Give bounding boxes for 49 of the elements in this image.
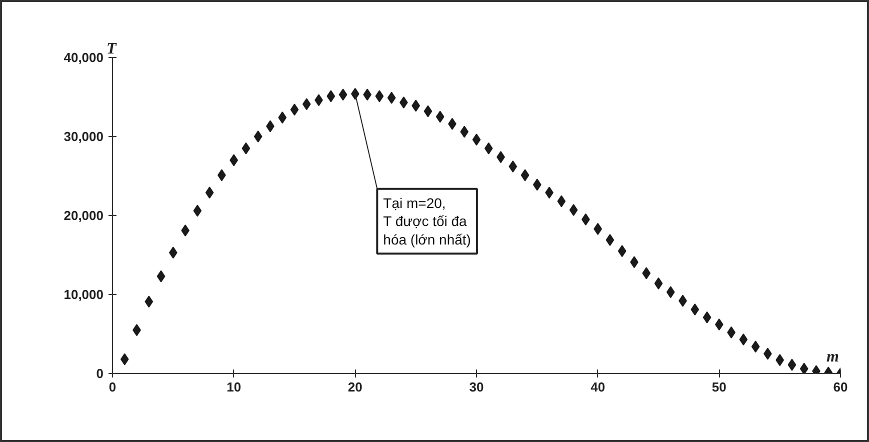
x-tick-label: 40 [590,380,606,394]
point [642,267,651,280]
x-tick-label: 0 [108,380,116,394]
point [460,126,469,138]
point [193,204,202,217]
point [484,142,493,154]
point [242,142,250,154]
point [375,90,384,102]
point [302,98,311,110]
point [144,296,154,308]
point [290,104,299,116]
point [254,130,262,142]
point [205,186,214,199]
point [278,112,287,124]
point [436,110,444,123]
y-tick-label: 20,000 [64,208,104,223]
point [557,195,566,208]
point [739,334,748,346]
x-axis-title: m [826,348,839,366]
point [788,358,796,371]
y-tick-label: 30,000 [64,129,104,144]
y-tick-label: 0 [96,366,104,381]
x-tick-label: 50 [712,380,726,394]
point [569,204,578,216]
point [618,245,626,258]
point [424,105,432,118]
point [800,362,808,374]
point [338,88,348,101]
annotation: Tại m=20, T được tối đa hóa (lớn nhất) [383,194,471,248]
point [326,90,336,102]
point [520,169,530,182]
point [751,340,760,353]
y-axis-title: T [106,40,118,58]
point [654,277,663,290]
x-tick-label: 20 [348,380,362,394]
y-tick-label: 40,000 [64,50,104,65]
point [508,160,518,173]
x-tick-label: 60 [833,380,848,394]
point [666,286,675,298]
point [156,270,166,282]
point [606,234,614,246]
point [702,311,712,324]
point [690,304,700,316]
x-tick-label: 30 [469,380,484,394]
point [387,92,396,104]
point [120,353,129,366]
x-tick-label: 10 [226,380,242,394]
y-tick-label: 10,000 [64,287,104,302]
point [472,134,481,146]
